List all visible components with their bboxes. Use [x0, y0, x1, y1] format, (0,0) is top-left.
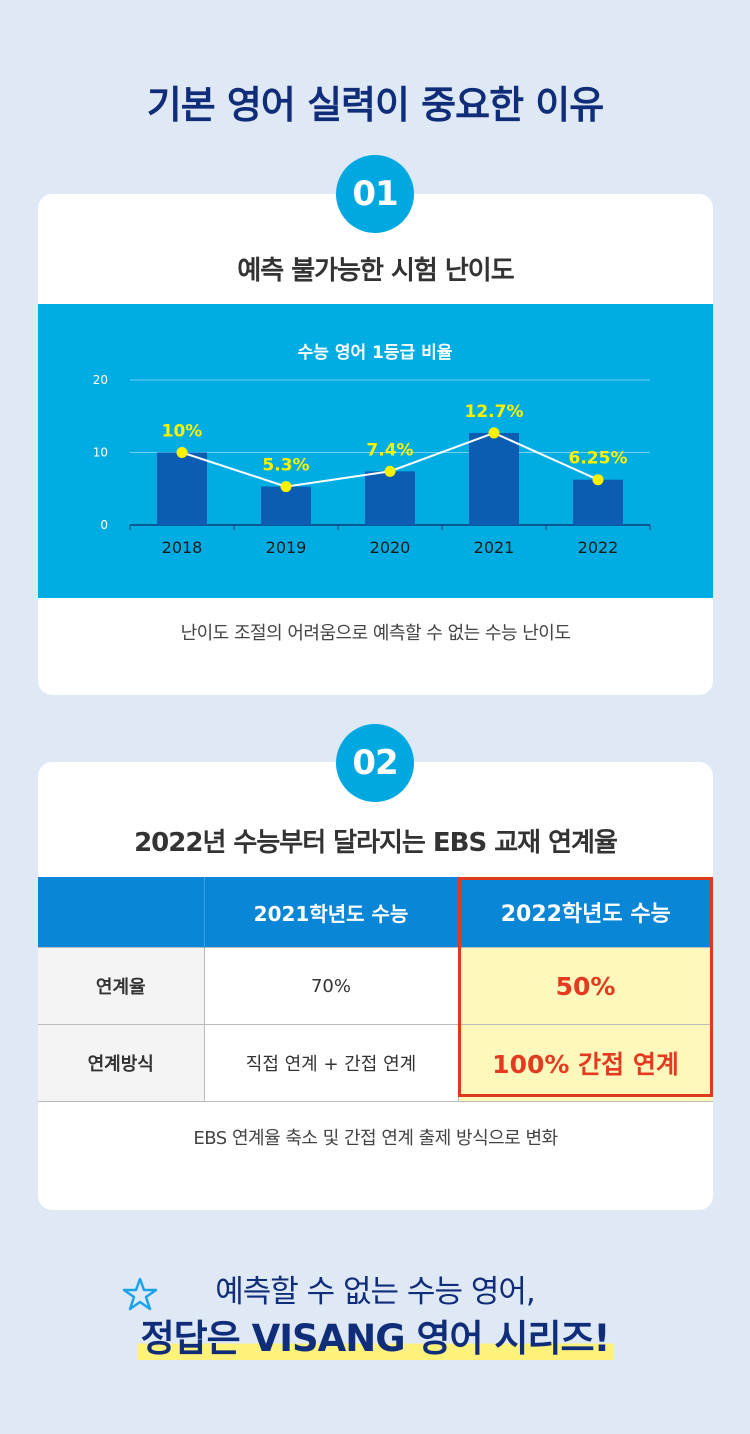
section-title: 2022년 수능부터 달라지는 EBS 교재 연계율: [134, 828, 618, 858]
y-tick-label: 0: [100, 518, 108, 532]
ebs-comparison-table: 2021학년도 수능 2022학년도 수능 연계율 70% 50% 연계방식 직…: [38, 877, 713, 1102]
table-row-label: 연계방식: [38, 1024, 205, 1102]
table-cell-highlight: 100% 간접 연계: [458, 1024, 713, 1102]
chart-bar: [469, 432, 519, 525]
chart-bar: [261, 486, 311, 525]
chart-bar: [365, 471, 415, 525]
footer-question: 예측할 수 없는 수능 영어,: [215, 1274, 535, 1310]
grade-ratio-chart: 수능 영어 1등급 비율 0 10 20 2018 2019 2020 2021 2022 10…: [93, 343, 651, 557]
footer-answer: 정답은 VISANG 영어 시리즈!: [0, 1308, 750, 1362]
y-tick-label: 10: [93, 446, 108, 460]
data-label: 5.3%: [262, 456, 309, 476]
section-caption: EBS 연계율 축소 및 간접 연계 출제 방식으로 변화: [193, 1128, 558, 1149]
data-label: 6.25%: [569, 449, 628, 469]
table-cell: 직접 연계 + 간접 연계: [204, 1024, 459, 1102]
y-tick-label: 20: [93, 373, 108, 387]
table-row: 연계율 70% 50%: [38, 947, 713, 1025]
footer-answer-text: 정답은 VISANG 영어 시리즈!: [136, 1317, 614, 1360]
x-tick-label: 2019: [266, 538, 307, 557]
data-point: [488, 427, 500, 439]
table-header-row: 2021학년도 수능 2022학년도 수능: [38, 877, 713, 948]
difficulty-card: 예측 불가능한 시험 난이도 수능 영어 1등급 비율 0 10 20 2018 201…: [38, 194, 713, 695]
table-header-cell: 2022학년도 수능: [458, 877, 713, 948]
star-icon: [122, 1277, 158, 1311]
chart-bar: [573, 479, 623, 525]
data-label: 10%: [162, 422, 203, 442]
table-cell: 70%: [204, 947, 459, 1025]
x-tick-label: 2022: [578, 538, 619, 557]
chart-panel: 수능 영어 1등급 비율 0 10 20 2018 2019 2020 2021 2022 10…: [38, 304, 713, 598]
x-tick-label: 2021: [474, 538, 515, 557]
data-label: 12.7%: [465, 402, 524, 422]
data-label: 7.4%: [366, 440, 413, 460]
data-point: [384, 465, 396, 477]
table-header-cell: [38, 877, 205, 948]
data-point: [280, 481, 292, 493]
data-point: [176, 447, 188, 458]
section-number-badge: 01: [336, 155, 414, 233]
ebs-card: 2022년 수능부터 달라지는 EBS 교재 연계율 2021학년도 수능 20…: [38, 762, 713, 1210]
section-caption: 난이도 조절의 어려움으로 예측할 수 없는 수능 난이도: [180, 623, 571, 644]
table-cell-highlight: 50%: [458, 947, 713, 1025]
chart-title: 수능 영어 1등급 비율: [298, 343, 453, 363]
x-tick-label: 2020: [370, 538, 411, 557]
table-row: 연계방식 직접 연계 + 간접 연계 100% 간접 연계: [38, 1024, 713, 1102]
x-tick-label: 2018: [162, 538, 203, 557]
page-title: 기본 영어 실력이 중요한 이유: [146, 83, 604, 127]
section-number-badge: 02: [336, 724, 414, 802]
table-row-label: 연계율: [38, 947, 205, 1025]
chart-bar: [157, 452, 207, 525]
section-title: 예측 불가능한 시험 난이도: [237, 256, 514, 286]
data-point: [592, 474, 604, 486]
table-header-cell: 2021학년도 수능: [204, 877, 459, 948]
